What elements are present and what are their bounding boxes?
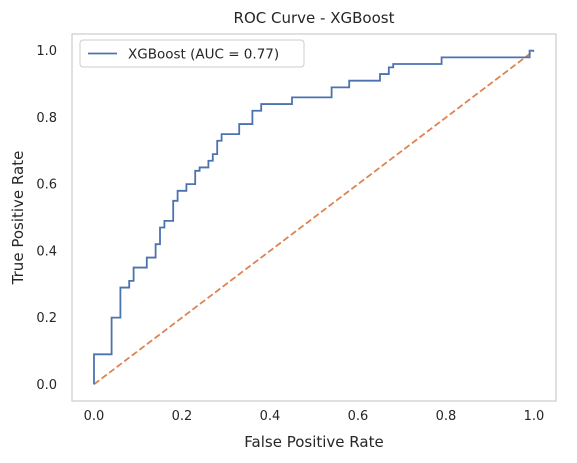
chance-diagonal-line (93, 49, 535, 386)
x-axis-title: False Positive Rate (244, 433, 383, 451)
series-layer (93, 49, 535, 386)
x-tick-label: 0.6 (348, 409, 369, 424)
roc-curve-line (93, 49, 534, 385)
x-tick-label: 0.0 (84, 409, 105, 424)
y-tick-label: 0.8 (36, 111, 57, 126)
chart-title: ROC Curve - XGBoost (234, 9, 395, 27)
legend: XGBoost (AUC = 0.77) (79, 39, 305, 68)
x-ticks: 0.0 0.2 0.4 0.6 0.8 1.0 (84, 409, 545, 424)
x-tick-label: 1.0 (524, 409, 545, 424)
x-tick-label: 0.4 (260, 409, 281, 424)
x-tick-label: 0.8 (436, 409, 457, 424)
y-axis-title: True Positive Rate (9, 151, 27, 286)
y-tick-label: 0.6 (36, 178, 57, 193)
y-tick-label: 0.0 (36, 378, 57, 393)
legend-box (79, 39, 305, 68)
x-tick-label: 0.2 (172, 409, 193, 424)
y-tick-label: 0.2 (36, 311, 57, 326)
y-ticks: 0.0 0.2 0.4 0.6 0.8 1.0 (36, 44, 57, 393)
legend-label: XGBoost (AUC = 0.77) (128, 47, 279, 63)
y-tick-label: 0.4 (36, 244, 57, 259)
y-tick-label: 1.0 (36, 44, 57, 59)
